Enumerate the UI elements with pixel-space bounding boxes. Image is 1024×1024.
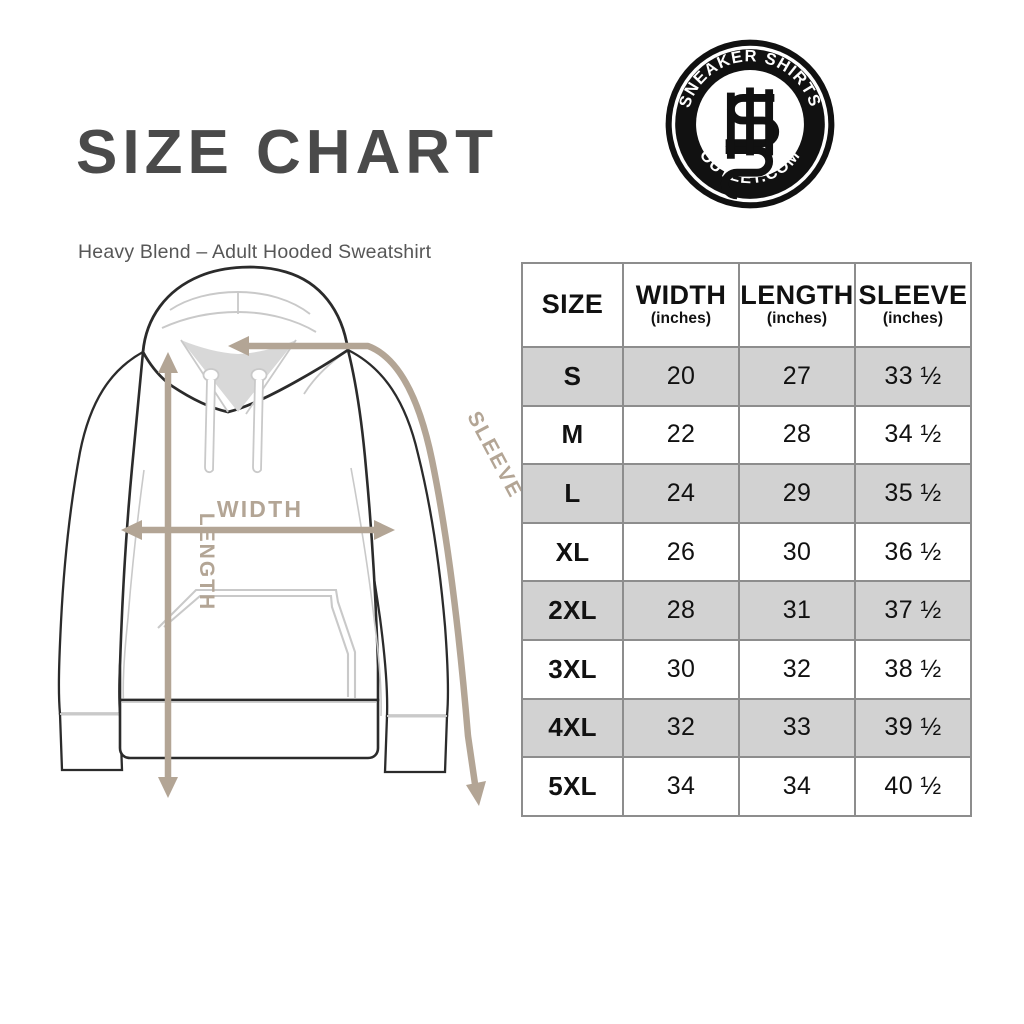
cell-size: M bbox=[521, 404, 624, 466]
sleeve-label: SLEEVE bbox=[462, 408, 527, 503]
cell-sleeve: 33 ½ bbox=[854, 346, 972, 407]
table-row: 5XL 34 34 40 ½ bbox=[521, 756, 972, 817]
table-row: 4XL 32 33 39 ½ bbox=[521, 697, 972, 759]
column-header-width: WIDTH (inches) bbox=[622, 262, 740, 348]
cell-size: 4XL bbox=[521, 697, 624, 759]
table-row: S 20 27 33 ½ bbox=[521, 346, 972, 407]
cell-width: 22 bbox=[622, 404, 740, 466]
column-header-sleeve: SLEEVE (inches) bbox=[854, 262, 972, 348]
page-subtitle: Heavy Blend – Adult Hooded Sweatshirt bbox=[78, 241, 432, 263]
cell-length: 34 bbox=[738, 756, 856, 817]
cell-width: 32 bbox=[622, 697, 740, 759]
cell-size: L bbox=[521, 463, 624, 524]
length-measure-arrow bbox=[158, 352, 178, 798]
cell-length: 33 bbox=[738, 697, 856, 759]
column-header-length-label: LENGTH bbox=[740, 280, 854, 311]
garment-outline bbox=[57, 332, 450, 774]
column-header-width-unit: (inches) bbox=[650, 309, 712, 327]
cell-length: 31 bbox=[738, 580, 856, 641]
table-row: M 22 28 34 ½ bbox=[521, 404, 972, 466]
cell-width: 24 bbox=[622, 463, 740, 524]
cell-size: S bbox=[521, 346, 624, 407]
cell-width: 34 bbox=[622, 756, 740, 817]
cell-length: 29 bbox=[738, 463, 856, 524]
cell-sleeve: 34 ½ bbox=[854, 404, 972, 466]
cell-width: 20 bbox=[622, 346, 740, 407]
cell-size: 3XL bbox=[521, 638, 624, 700]
column-header-sleeve-unit: (inches) bbox=[882, 309, 944, 327]
cell-sleeve: 39 ½ bbox=[854, 697, 972, 759]
hoodie-illustration: WIDTH LENGTH SLEEVE bbox=[48, 262, 528, 842]
cell-size: 5XL bbox=[521, 756, 624, 817]
cell-sleeve: 36 ½ bbox=[854, 521, 972, 583]
column-header-length: LENGTH (inches) bbox=[738, 262, 856, 348]
length-label: LENGTH bbox=[195, 513, 218, 611]
cell-width: 30 bbox=[622, 638, 740, 700]
sleeve-measure-arrow bbox=[228, 336, 486, 806]
table-row: XL 26 30 36 ½ bbox=[521, 521, 972, 583]
width-measure-arrow bbox=[121, 520, 395, 540]
cell-length: 28 bbox=[738, 404, 856, 466]
cell-length: 30 bbox=[738, 521, 856, 583]
column-header-size: SIZE bbox=[521, 262, 624, 348]
cell-width: 28 bbox=[622, 580, 740, 641]
brand-logo: SNEAKER SHIRTS OUTLET.COM bbox=[663, 37, 837, 211]
cell-size: XL bbox=[521, 521, 624, 583]
table-row: L 24 29 35 ½ bbox=[521, 463, 972, 524]
column-header-size-label: SIZE bbox=[541, 289, 604, 320]
column-header-width-label: WIDTH bbox=[635, 280, 727, 311]
cell-sleeve: 40 ½ bbox=[854, 756, 972, 817]
cell-length: 32 bbox=[738, 638, 856, 700]
table-row: 3XL 30 32 38 ½ bbox=[521, 638, 972, 700]
table-header-row: SIZE WIDTH (inches) LENGTH (inches) SLEE… bbox=[521, 262, 972, 348]
column-header-length-unit: (inches) bbox=[766, 309, 828, 327]
column-header-sleeve-label: SLEEVE bbox=[858, 280, 968, 311]
cell-size: 2XL bbox=[521, 580, 624, 641]
cell-width: 26 bbox=[622, 521, 740, 583]
cell-sleeve: 37 ½ bbox=[854, 580, 972, 641]
size-table-container: SIZE WIDTH (inches) LENGTH (inches) SLEE… bbox=[521, 262, 972, 817]
size-chart-table: SIZE WIDTH (inches) LENGTH (inches) SLEE… bbox=[521, 262, 972, 817]
cell-length: 27 bbox=[738, 346, 856, 407]
cell-sleeve: 38 ½ bbox=[854, 638, 972, 700]
width-label: WIDTH bbox=[217, 496, 303, 522]
cell-sleeve: 35 ½ bbox=[854, 463, 972, 524]
table-row: 2XL 28 31 37 ½ bbox=[521, 580, 972, 641]
page-title: SIZE CHART bbox=[76, 118, 498, 187]
